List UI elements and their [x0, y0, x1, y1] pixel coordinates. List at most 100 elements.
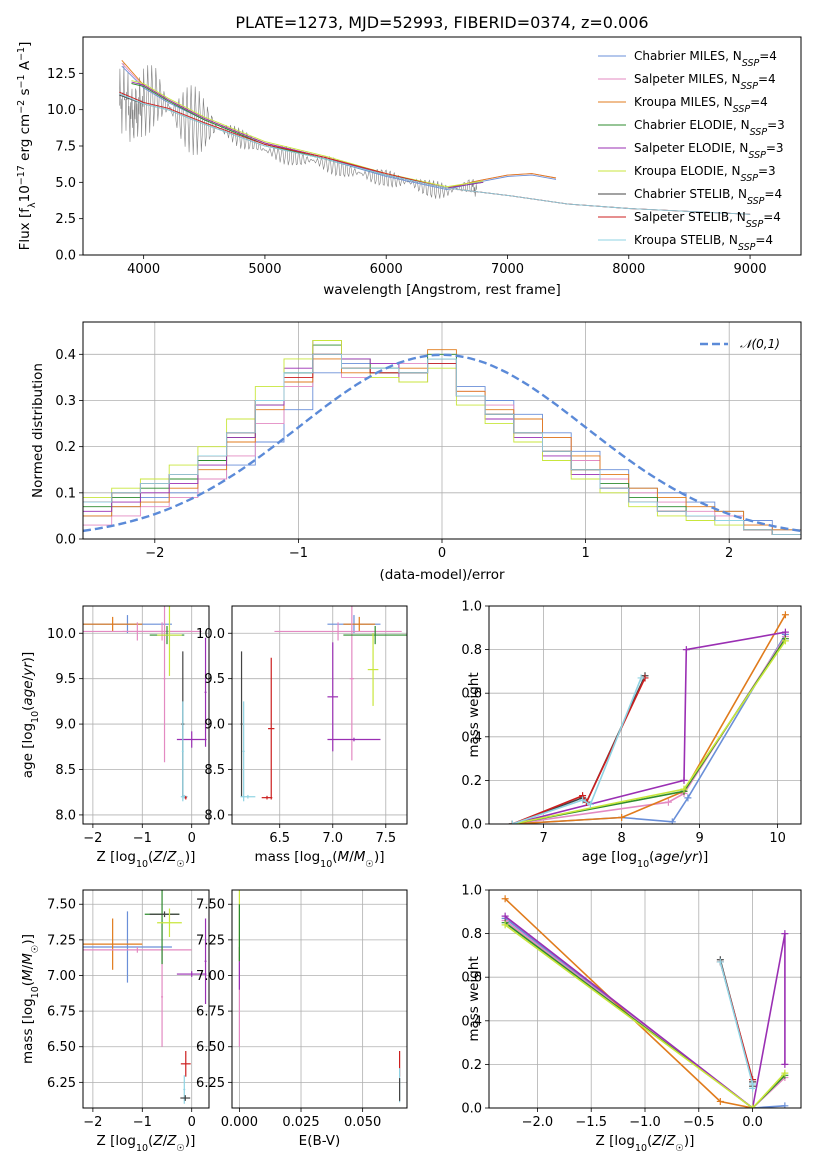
model-spectrum-line [121, 65, 557, 191]
model-spectrum-line [121, 62, 557, 189]
y-tick-label: 8.0 [55, 808, 76, 823]
y-tick-label: 7.50 [196, 898, 225, 913]
x-tick-label: −1 [289, 546, 308, 561]
error-bar-point [181, 701, 184, 802]
label-part: =4 [763, 210, 781, 224]
plus-marker [501, 912, 509, 920]
label-part: SSP [747, 196, 765, 207]
x-tick-label: 6.5 [269, 831, 290, 846]
error-bar-point [274, 622, 402, 641]
error-bar-point [343, 616, 376, 632]
plus-marker [501, 895, 509, 903]
plus-marker [579, 796, 587, 804]
label-part: Z [log [97, 849, 136, 865]
x-axis-label: E(B-V) [299, 1133, 341, 1149]
label-part: Kroupa MILES, N [634, 95, 733, 109]
label-part: / [20, 964, 36, 969]
label-part: age [654, 849, 679, 865]
y-axis-label: mass [log10(M/M☉)] [20, 934, 41, 1064]
y-tick-label: 5.0 [55, 176, 76, 191]
label-part: Normed distribution [30, 363, 46, 498]
error-bar-point [327, 642, 339, 752]
x-tick-label: 7.5 [375, 831, 396, 846]
y-tick-label: 10.0 [196, 627, 225, 642]
error-bar-point [349, 606, 354, 761]
label-part: Chabrier MILES, N [634, 49, 742, 63]
label-part: s [17, 88, 33, 99]
x-axis-label: Z [log10(Z/Z☉)] [97, 849, 196, 870]
histogram-step [83, 349, 801, 539]
label-part: Salpeter MILES, N [634, 72, 741, 86]
plus-marker [682, 646, 690, 654]
model-spectrum-line [131, 81, 484, 189]
y-tick-label: 0.0 [461, 1102, 482, 1117]
y-tick-label: 8.5 [55, 763, 76, 778]
plus-marker [664, 798, 672, 806]
error-bar-point [163, 606, 166, 763]
error-bar-point [183, 1075, 186, 1104]
legend-entry: Chabrier MILES, NSSP=4 [634, 49, 777, 69]
label-part: =4 [755, 233, 773, 247]
error-bar-point [204, 637, 207, 747]
error-bar-point [83, 946, 192, 953]
y-tick-label: 9.5 [55, 672, 76, 687]
label-part: ( [148, 849, 153, 865]
mass-weight-line [504, 924, 786, 1108]
mass-weight-line [504, 917, 785, 1108]
label-part: Z [651, 1133, 662, 1149]
legend-entry: Salpeter MILES, NSSP=4 [634, 72, 776, 92]
error-bar-point [327, 737, 381, 742]
error-bar-point [83, 616, 143, 632]
y-tick-label: 0.4 [461, 1014, 482, 1029]
error-bar-point [176, 971, 207, 977]
axes-frame [82, 36, 802, 256]
label-part: age [log [582, 849, 637, 865]
y-tick-label: 0.1 [55, 486, 76, 501]
label-part: ( [332, 849, 337, 865]
label-part: ] [17, 42, 33, 47]
error-bar-point [268, 657, 275, 800]
label-part: =3 [767, 118, 785, 132]
plus-marker [680, 776, 688, 784]
error-bar-point [83, 918, 143, 970]
label-part: Z [166, 1133, 177, 1149]
y-tick-label: 0.0 [55, 533, 76, 548]
label-part: M [354, 849, 366, 865]
axes-frame [488, 889, 802, 1109]
x-axis-label: Z [log10(Z/Z☉)] [596, 1133, 695, 1154]
error-bar-point [157, 908, 182, 938]
x-tick-label: −2.0 [522, 1115, 554, 1130]
x-tick-label: −2 [83, 831, 102, 846]
label-part: 10 [17, 185, 33, 202]
x-axis-label: wavelength [Angstrom, rest frame] [323, 282, 561, 298]
axes-frame [82, 605, 210, 825]
label-part: =4 [750, 95, 768, 109]
y-axis-label: mass weight [466, 672, 482, 757]
label-part: ( [148, 1133, 153, 1149]
mass-weight-line [512, 677, 642, 824]
plus-marker [716, 958, 724, 966]
label-part: −2 [16, 100, 27, 114]
x-tick-label: 0 [188, 1115, 196, 1130]
y-tick-label: 6.25 [196, 1076, 225, 1091]
label-part: ☉ [675, 1143, 684, 1154]
label-part: Z [log [596, 1133, 635, 1149]
x-tick-label: 7.0 [322, 831, 343, 846]
model-spectrum-line [131, 80, 484, 188]
mass-weight-line [512, 614, 787, 824]
label-part: A [17, 60, 33, 74]
y-tick-label: 2.5 [55, 212, 76, 227]
error-bar-point [176, 731, 207, 748]
axes-frame [231, 889, 408, 1109]
plus-marker [501, 921, 509, 929]
legend-entry: 𝒩(0,1) [740, 337, 780, 351]
y-tick-label: 0.4 [461, 730, 482, 745]
error-bar-point [242, 701, 245, 802]
model-spectrum-line [119, 93, 751, 215]
label-part: mass [log [20, 998, 36, 1064]
label-part: Z [152, 849, 163, 865]
label-part: SSP [746, 219, 764, 230]
label-part: M [20, 969, 36, 981]
error-bar-point [261, 795, 273, 800]
